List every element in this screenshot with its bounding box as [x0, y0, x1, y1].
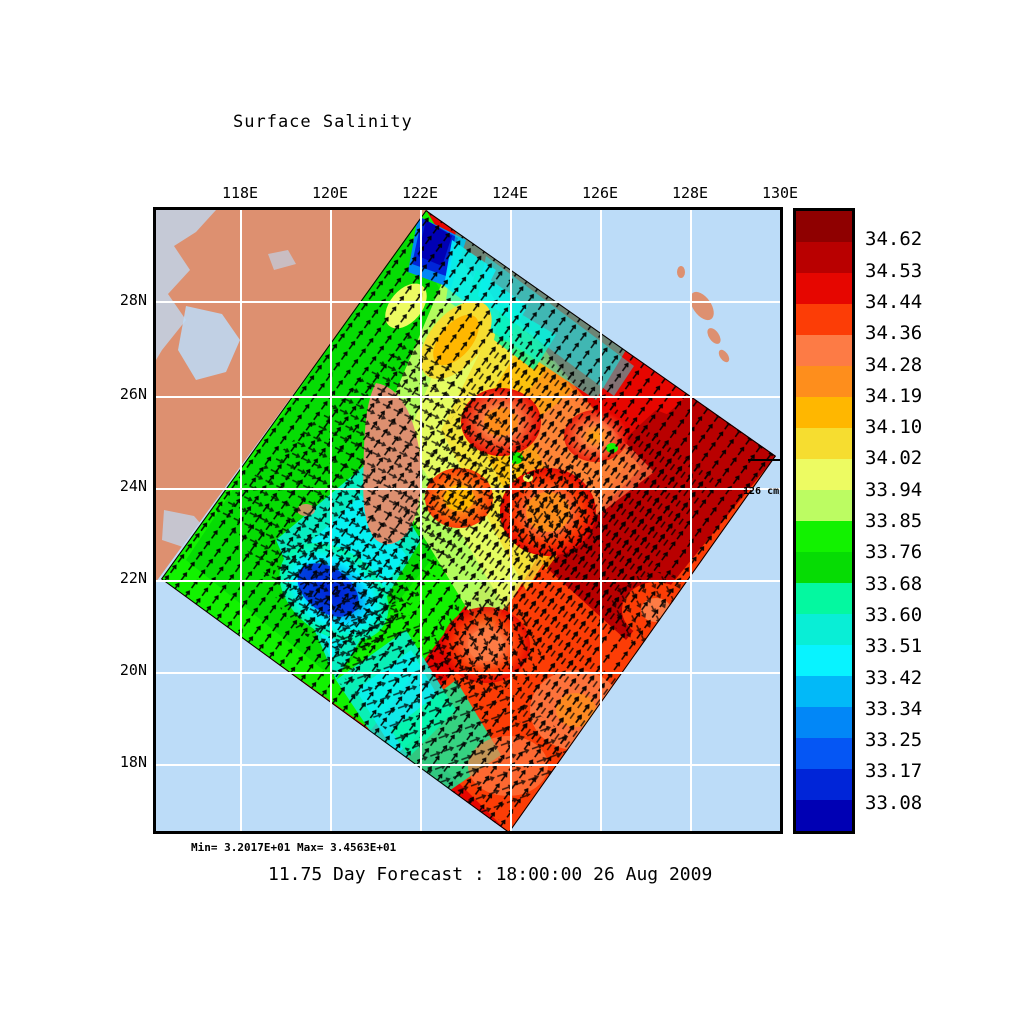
colorbar-segment: [796, 707, 852, 738]
colorbar-segment: [796, 273, 852, 304]
vector-scale-key: 126 cm/s: [743, 453, 780, 508]
colorbar-tick-label: 33.85: [865, 510, 923, 532]
colorbar-tick-label: 34.19: [865, 384, 923, 407]
colorbar-tick-label: 33.76: [865, 541, 923, 564]
salinity-field-svg: [156, 210, 780, 831]
colorbar-tick-label: 34.28: [865, 353, 923, 376]
colorbar-segment: [796, 769, 852, 800]
colorbar-segment: [796, 242, 852, 273]
y-tick-label: 24N: [119, 477, 147, 495]
colorbar-tick-label: 34.36: [865, 322, 923, 345]
colorbar-tick-label: 33.42: [865, 666, 923, 689]
colorbar-segment: [796, 304, 852, 335]
gridline-lat-28: [156, 301, 780, 303]
colorbar-segment: [796, 614, 852, 645]
page-title: Surface Salinity: [233, 112, 413, 132]
x-tick-label: 120E: [311, 184, 349, 202]
colorbar-tick-label: 33.60: [865, 603, 923, 626]
x-tick-label: 130E: [761, 184, 799, 202]
x-tick-label: 118E: [221, 184, 259, 202]
gridline-lon-128: [690, 210, 692, 831]
colorbar-segment: [796, 583, 852, 614]
colorbar[interactable]: [793, 208, 855, 834]
y-tick-label: 28N: [119, 291, 147, 309]
gridline-lat-26: [156, 396, 780, 398]
colorbar-tick-label: 34.62: [865, 228, 923, 251]
vector-key-label: 126 cm/s: [743, 486, 780, 497]
colorbar-segment: [796, 645, 852, 676]
colorbar-tick-label: 33.08: [865, 791, 923, 814]
salinity-domain: [161, 210, 776, 831]
gridline-lon-124: [510, 210, 512, 831]
colorbar-segment: [796, 428, 852, 459]
map-plot-area[interactable]: 126 cm/s: [153, 207, 783, 834]
gridline-lon-118: [240, 210, 242, 831]
gridline-lat-18: [156, 764, 780, 766]
vector-key-line: [748, 459, 780, 461]
colorbar-tick-label: 34.53: [865, 259, 923, 282]
y-tick-label: 18N: [119, 753, 147, 771]
y-tick-label: 20N: [119, 661, 147, 679]
colorbar-tick-label: 33.94: [865, 478, 923, 501]
gridline-lat-24: [156, 488, 780, 490]
colorbar-segment: [796, 521, 852, 552]
colorbar-tick-label: 34.44: [865, 290, 923, 313]
x-tick-label: 122E: [401, 184, 439, 202]
colorbar-tick-label: 34.02: [865, 447, 923, 470]
colorbar-segment: [796, 552, 852, 583]
colorbar-segment: [796, 459, 852, 490]
gridline-lon-126: [600, 210, 602, 831]
gridline-lon-130: [780, 210, 782, 831]
gridline-lat-22: [156, 580, 780, 582]
colorbar-tick-label: 34.10: [865, 416, 923, 439]
colorbar-segment: [796, 676, 852, 707]
colorbar-labels: 34.62 34.53 34.44 34.36 34.28 34.19 34.10 34.02…: [865, 208, 995, 834]
colorbar-tick-label: 33.34: [865, 697, 923, 720]
colorbar-tick-label: 33.68: [865, 572, 923, 595]
colorbar-segment: [796, 738, 852, 769]
colorbar-segment: [796, 800, 852, 831]
gridline-lon-122: [420, 210, 422, 831]
min-max-text: Min= 3.2017E+01 Max= 3.4563E+01: [191, 841, 397, 854]
colorbar-segment: [796, 335, 852, 366]
x-tick-label: 128E: [671, 184, 709, 202]
x-tick-label: 126E: [581, 184, 619, 202]
colorbar-tick-label: 33.17: [865, 760, 923, 783]
landmass-ryukyu: [677, 266, 730, 363]
colorbar-segment: [796, 397, 852, 428]
x-tick-label: 124E: [491, 184, 529, 202]
colorbar-segment: [796, 366, 852, 397]
colorbar-tick-label: 33.51: [865, 635, 923, 658]
colorbar-segment: [796, 490, 852, 521]
colorbar-segment: [796, 211, 852, 242]
gridline-lat-20: [156, 672, 780, 674]
y-tick-label: 22N: [119, 569, 147, 587]
colorbar-tick-label: 33.25: [865, 729, 923, 752]
y-tick-label: 26N: [119, 385, 147, 403]
forecast-caption: 11.75 Day Forecast : 18:00:00 26 Aug 200…: [268, 864, 713, 885]
gridline-lon-120: [330, 210, 332, 831]
